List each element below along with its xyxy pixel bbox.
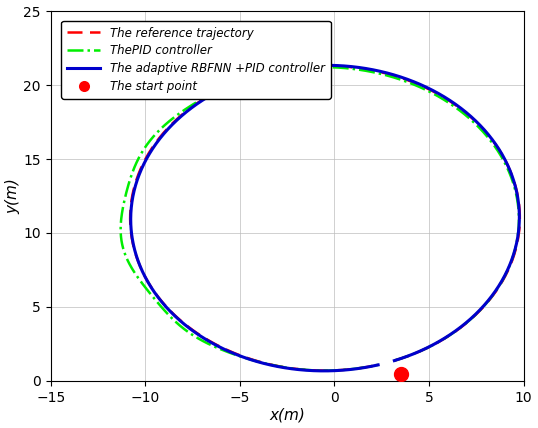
Y-axis label: y(m): y(m): [5, 178, 20, 214]
Legend: The reference trajectory, ThePID controller, The adaptive RBFNN +PID controller,: The reference trajectory, ThePID control…: [61, 21, 331, 98]
X-axis label: x(m): x(m): [269, 407, 305, 422]
